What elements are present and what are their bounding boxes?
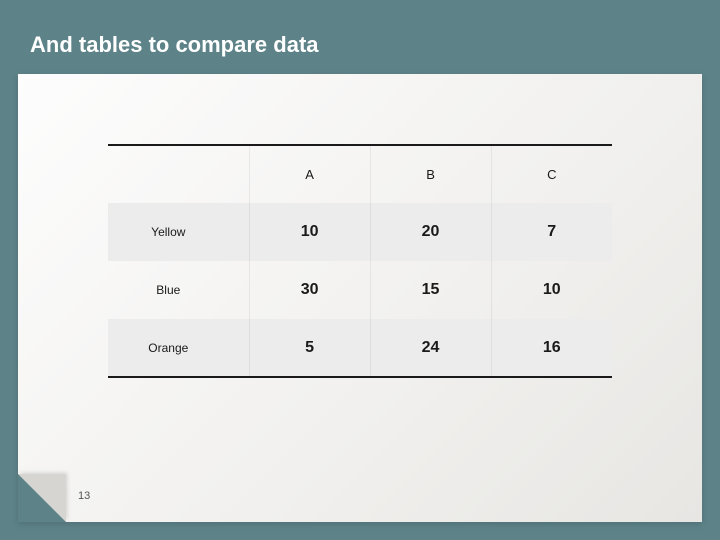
cell-value: 16 — [491, 319, 612, 377]
row-label: Orange — [108, 319, 249, 377]
cell-value: 5 — [249, 319, 370, 377]
table-header-row: A B C — [108, 145, 612, 203]
cell-value: 20 — [370, 203, 491, 261]
cell-value: 24 — [370, 319, 491, 377]
row-label: Blue — [108, 261, 249, 319]
table-header-a: A — [249, 145, 370, 203]
table-header-b: B — [370, 145, 491, 203]
slide-title: And tables to compare data — [30, 32, 319, 58]
data-table: A B C Yellow 10 20 7 Blue 30 15 10 — [108, 144, 612, 378]
table-row: Blue 30 15 10 — [108, 261, 612, 319]
cell-value: 30 — [249, 261, 370, 319]
table-container: A B C Yellow 10 20 7 Blue 30 15 10 — [108, 144, 612, 378]
page-number: 13 — [78, 490, 90, 502]
cell-value: 7 — [491, 203, 612, 261]
page-fold — [18, 474, 66, 522]
table-row: Orange 5 24 16 — [108, 319, 612, 377]
row-label: Yellow — [108, 203, 249, 261]
content-card: A B C Yellow 10 20 7 Blue 30 15 10 — [18, 74, 702, 522]
table-header-c: C — [491, 145, 612, 203]
cell-value: 10 — [249, 203, 370, 261]
cell-value: 15 — [370, 261, 491, 319]
cell-value: 10 — [491, 261, 612, 319]
table-row: Yellow 10 20 7 — [108, 203, 612, 261]
table-header-blank — [108, 145, 249, 203]
